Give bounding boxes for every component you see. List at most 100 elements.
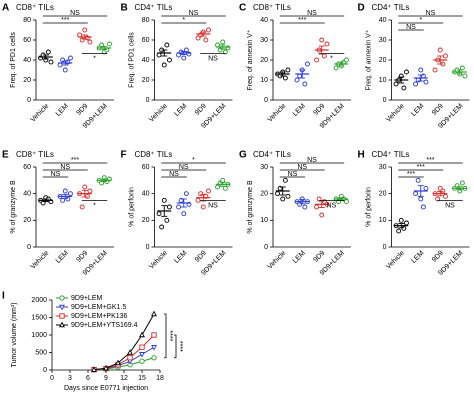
data-point (314, 204, 319, 210)
panel-letter: C (239, 3, 246, 14)
x-tick-label: 9D9 (431, 250, 445, 264)
sig-label: NS (327, 202, 337, 209)
y-tick-label: 60 (23, 164, 31, 171)
data-point (305, 61, 310, 67)
legend-marker (59, 304, 65, 311)
data-point (324, 41, 330, 47)
data-point (333, 65, 339, 71)
data-point (282, 177, 288, 183)
sig-label: *** (298, 17, 306, 24)
data-point (319, 37, 325, 43)
legend-label: 9D9+LEM (71, 295, 102, 302)
x-tick-label: Vehicle (148, 103, 169, 124)
y-tick-label: 10 (379, 217, 387, 224)
data-point (203, 37, 209, 43)
panel-letter: H (358, 150, 365, 161)
data-point (398, 217, 404, 223)
panel-title: CD8⁺ TILs (135, 150, 173, 159)
sig-label: NS (60, 164, 70, 171)
data-point (200, 204, 206, 210)
data-point (65, 196, 71, 202)
data-point (344, 199, 349, 205)
x-tick-label: 9D9 (312, 250, 326, 264)
y-tick-label: 40 (260, 17, 268, 24)
data-point (99, 42, 105, 48)
data-point (103, 364, 109, 371)
data-point (164, 42, 170, 48)
data-point (181, 211, 187, 217)
panel-letter: E (2, 150, 9, 161)
data-point (462, 73, 468, 79)
y-tick-label: 30 (379, 164, 387, 171)
data-point (459, 65, 465, 71)
data-point (443, 193, 448, 199)
sig-label: NS (307, 10, 317, 17)
data-point (413, 81, 418, 87)
panel-letter: G (239, 150, 247, 161)
sig-label: NS (406, 24, 416, 31)
data-point (294, 77, 300, 83)
panel-title: CD4⁺ TILs (372, 3, 410, 12)
panel-title: CD8⁺ TILs (16, 150, 54, 159)
x-tick-label: 9D9 (194, 250, 208, 264)
data-point (215, 184, 221, 190)
data-point (60, 197, 66, 203)
data-point (302, 204, 308, 210)
data-point (195, 35, 201, 41)
y-tick-label: 20 (142, 77, 150, 84)
data-point (62, 67, 68, 73)
x-tick-label: 9D9 (75, 103, 89, 117)
sig-label: NS (189, 10, 199, 17)
x-tick-label: LEM (55, 103, 70, 118)
y-tick-label: 0 (146, 97, 150, 104)
y-tick-label: 20 (23, 217, 31, 224)
y-tick-label: 0 (383, 97, 387, 104)
panel-title: CD8⁺ TILs (16, 3, 54, 12)
y-axis-label: % of perforin (128, 187, 135, 227)
y-tick-label: 30 (379, 37, 387, 44)
sig-bracket (174, 334, 177, 359)
data-point (151, 345, 157, 351)
legend-label: 9D9+LEM+YTS169.4 (71, 322, 138, 329)
y-axis-label: % of perforin (365, 187, 372, 227)
y-tick-label: 40 (23, 191, 31, 198)
x-tick-label: 15 (138, 375, 146, 382)
x-tick-label: 9D9 (431, 103, 445, 117)
x-tick-label: 9D9 (194, 103, 208, 117)
x-tick-label: Vehicle (267, 103, 288, 124)
data-point (87, 188, 93, 194)
y-tick-label: 0 (27, 97, 31, 104)
x-tick-label: 6 (86, 375, 90, 382)
y-tick-label: 0 (383, 244, 387, 251)
y-axis-label: Freq. of annexin V⁺ (247, 29, 254, 90)
x-tick-label: Vehicle (30, 250, 51, 271)
y-axis-label: % of granzyme B (247, 180, 254, 234)
sig-label: NS (179, 164, 189, 171)
sig-label: NS (426, 10, 436, 17)
panel-letter: I (2, 291, 5, 302)
data-point (275, 191, 280, 197)
data-point (183, 47, 189, 53)
panel-letter: F (121, 150, 127, 161)
x-tick-label: Vehicle (385, 103, 406, 124)
data-point (79, 204, 85, 210)
y-tick-label: 10 (260, 217, 268, 224)
y-tick-label: 20 (260, 191, 268, 198)
panel-title: CD4⁺ TILs (253, 150, 291, 159)
sig-label: NS (208, 55, 218, 62)
data-point (314, 57, 319, 63)
x-tick-label: LEM (292, 250, 307, 265)
data-point (393, 81, 399, 87)
data-point (139, 331, 145, 338)
sig-bracket (164, 313, 167, 359)
data-point (159, 224, 165, 230)
y-axis-label: Freq. of annexin V⁺ (365, 29, 372, 90)
sig-label: NS (51, 171, 61, 178)
x-tick-label: 9 (104, 375, 108, 382)
sig-label: NS (288, 171, 298, 178)
data-point (222, 49, 228, 55)
data-point (404, 220, 409, 226)
x-axis-label: Days since E0771 injection (64, 385, 148, 392)
y-tick-label: 20 (142, 217, 150, 224)
